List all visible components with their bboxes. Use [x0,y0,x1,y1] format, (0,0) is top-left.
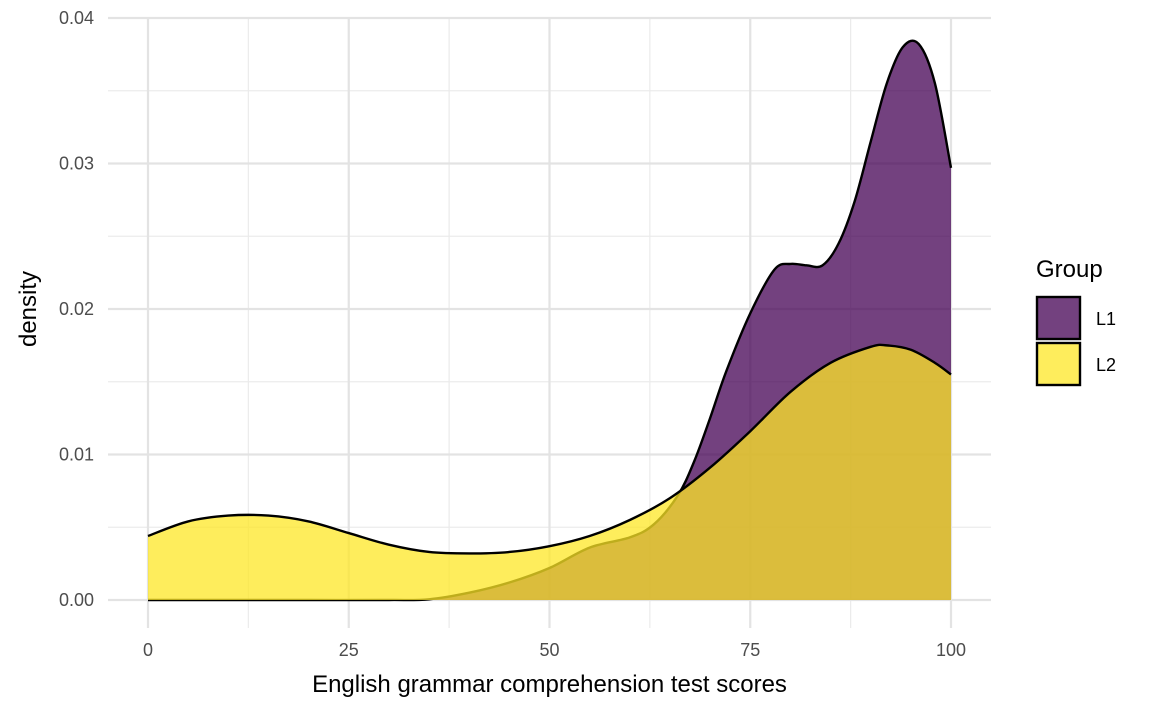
x-axis-title: English grammar comprehension test score… [312,671,787,698]
x-tick-label: 50 [539,640,559,660]
y-tick-label: 0.00 [59,590,94,610]
y-tick-label: 0.04 [59,8,94,28]
legend-title: Group [1036,256,1103,283]
density-area-l2 [148,344,951,600]
x-tick-label: 100 [936,640,966,660]
y-tick-label: 0.02 [59,299,94,319]
legend-label-l2: L2 [1096,355,1116,375]
x-tick-label: 25 [339,640,359,660]
legend-key-l2 [1035,341,1082,387]
density-areas [147,39,953,602]
y-tick-label: 0.01 [59,445,94,465]
x-tick-label: 0 [143,640,153,660]
y-axis-tick-labels: 0.00 0.01 0.02 0.03 0.04 [59,8,94,610]
legend: Group L1 L2 [1035,256,1116,387]
legend-label-l1: L1 [1096,309,1116,329]
x-axis-tick-labels: 0 25 50 75 100 [143,640,966,660]
y-axis-title: density [15,271,42,347]
legend-items: L1 L2 [1035,295,1116,387]
legend-key-l1 [1035,295,1082,341]
y-tick-label: 0.03 [59,154,94,174]
x-tick-label: 75 [740,640,760,660]
density-line-l2 [147,343,952,555]
